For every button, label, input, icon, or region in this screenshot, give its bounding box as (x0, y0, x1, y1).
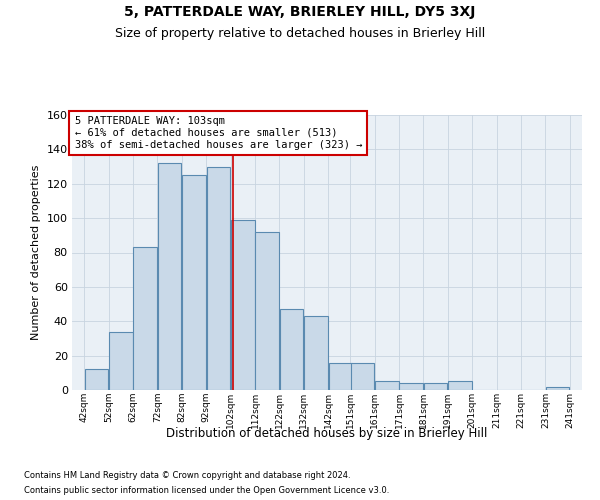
Text: Size of property relative to detached houses in Brierley Hill: Size of property relative to detached ho… (115, 28, 485, 40)
Text: Contains HM Land Registry data © Crown copyright and database right 2024.: Contains HM Land Registry data © Crown c… (24, 471, 350, 480)
Bar (85, 370, 108, 390)
Text: Contains public sector information licensed under the Open Government Licence v3: Contains public sector information licen… (24, 486, 389, 495)
Bar (448, 382, 472, 390)
Bar (231, 220, 254, 390)
Text: Distribution of detached houses by size in Brierley Hill: Distribution of detached houses by size … (166, 428, 488, 440)
Bar (400, 383, 423, 390)
Bar (329, 362, 352, 390)
Bar (256, 232, 279, 390)
Bar (375, 382, 398, 390)
Bar (133, 248, 157, 390)
Y-axis label: Number of detached properties: Number of detached properties (31, 165, 41, 340)
Bar (424, 383, 448, 390)
Bar (280, 309, 304, 390)
Bar (109, 332, 133, 390)
Bar (546, 386, 569, 390)
Bar (182, 175, 206, 390)
Bar (206, 166, 230, 390)
Bar (158, 163, 181, 390)
Text: 5, PATTERDALE WAY, BRIERLEY HILL, DY5 3XJ: 5, PATTERDALE WAY, BRIERLEY HILL, DY5 3X… (124, 5, 476, 19)
Bar (304, 316, 328, 390)
Bar (350, 362, 374, 390)
Text: 5 PATTERDALE WAY: 103sqm
← 61% of detached houses are smaller (513)
38% of semi-: 5 PATTERDALE WAY: 103sqm ← 61% of detach… (74, 116, 362, 150)
